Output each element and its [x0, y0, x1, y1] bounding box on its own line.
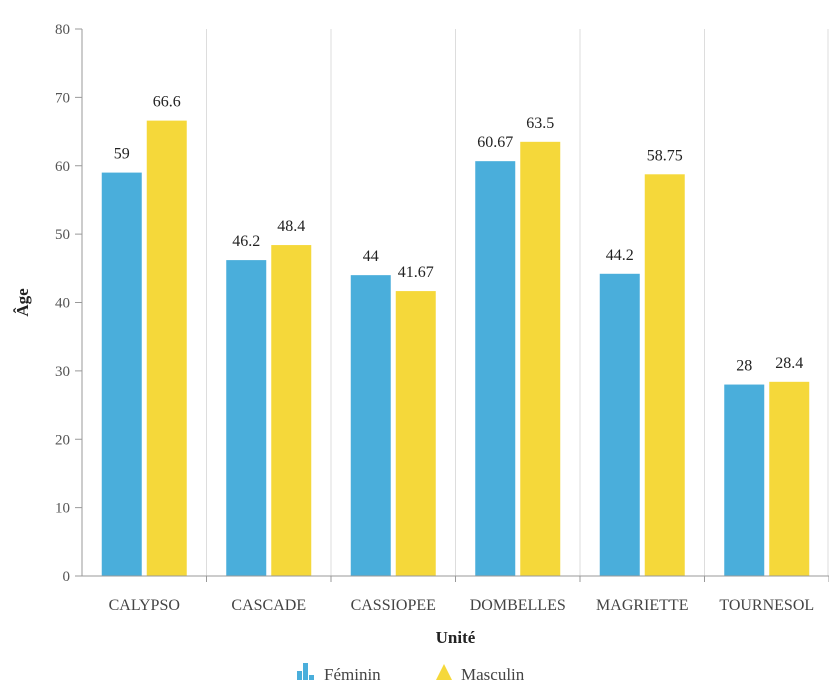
- y-tick-label: 0: [63, 569, 71, 585]
- data-label: 60.67: [477, 134, 513, 151]
- grid-lines: [206, 29, 829, 576]
- x-tick-label: CASSIOPEE: [351, 597, 436, 614]
- x-axis-title: Unité: [436, 628, 476, 647]
- data-label: 46.2: [232, 233, 260, 250]
- x-tick-label: MAGRIETTE: [596, 597, 688, 614]
- data-label: 63.5: [526, 115, 554, 132]
- y-tick-label: 60: [55, 159, 70, 175]
- y-tick-label: 80: [55, 22, 70, 38]
- y-tick-label: 20: [55, 432, 70, 448]
- data-label: 44: [363, 248, 379, 265]
- x-tick-label: CASCADE: [231, 597, 306, 614]
- data-label: 28.4: [775, 355, 803, 372]
- bar[interactable]: [644, 174, 685, 576]
- data-label: 28: [736, 358, 752, 375]
- bar[interactable]: [350, 275, 391, 576]
- y-axis-ticks: 0 10 20 30 40 50 60 70 80: [55, 22, 82, 585]
- bar[interactable]: [146, 120, 187, 576]
- y-tick-label: 70: [55, 90, 70, 106]
- legend-label: Masculin: [461, 665, 525, 684]
- legend[interactable]: Féminin Masculin: [297, 663, 525, 684]
- bar[interactable]: [724, 384, 765, 576]
- area-chart-icon: [436, 664, 452, 680]
- x-tick-label: DOMBELLES: [470, 597, 566, 614]
- y-tick-label: 40: [55, 296, 70, 312]
- y-tick-label: 30: [55, 364, 70, 380]
- x-tick-label: CALYPSO: [109, 597, 180, 614]
- bar[interactable]: [271, 245, 312, 576]
- bar[interactable]: [226, 260, 267, 576]
- data-label: 48.4: [277, 218, 305, 235]
- y-tick-label: 10: [55, 501, 70, 517]
- bar[interactable]: [395, 291, 436, 576]
- x-tick-label: TOURNESOL: [719, 597, 814, 614]
- legend-label: Féminin: [324, 665, 381, 684]
- bars: [101, 120, 810, 576]
- bar[interactable]: [475, 161, 516, 576]
- x-axis-categories: CALYPSO CASCADE CASSIOPEE DOMBELLES MAGRIETT…: [109, 576, 829, 614]
- data-labels: 59 66.6 46.2 48.4 44 41.67 60.67 63.5 44.2 58.75 2…: [114, 94, 804, 375]
- data-label: 66.6: [153, 94, 181, 111]
- bar[interactable]: [101, 172, 142, 576]
- legend-item[interactable]: Féminin: [297, 663, 381, 684]
- bar-chart-icon: [297, 663, 314, 680]
- data-label: 58.75: [647, 147, 683, 164]
- data-label: 59: [114, 146, 130, 163]
- bar[interactable]: [520, 141, 561, 576]
- legend-item[interactable]: Masculin: [436, 664, 525, 684]
- y-axis-title: Âge: [13, 288, 32, 317]
- data-label: 41.67: [398, 264, 434, 281]
- bar[interactable]: [769, 381, 810, 576]
- y-tick-label: 50: [55, 227, 70, 243]
- bar[interactable]: [599, 273, 640, 576]
- data-label: 44.2: [606, 247, 634, 264]
